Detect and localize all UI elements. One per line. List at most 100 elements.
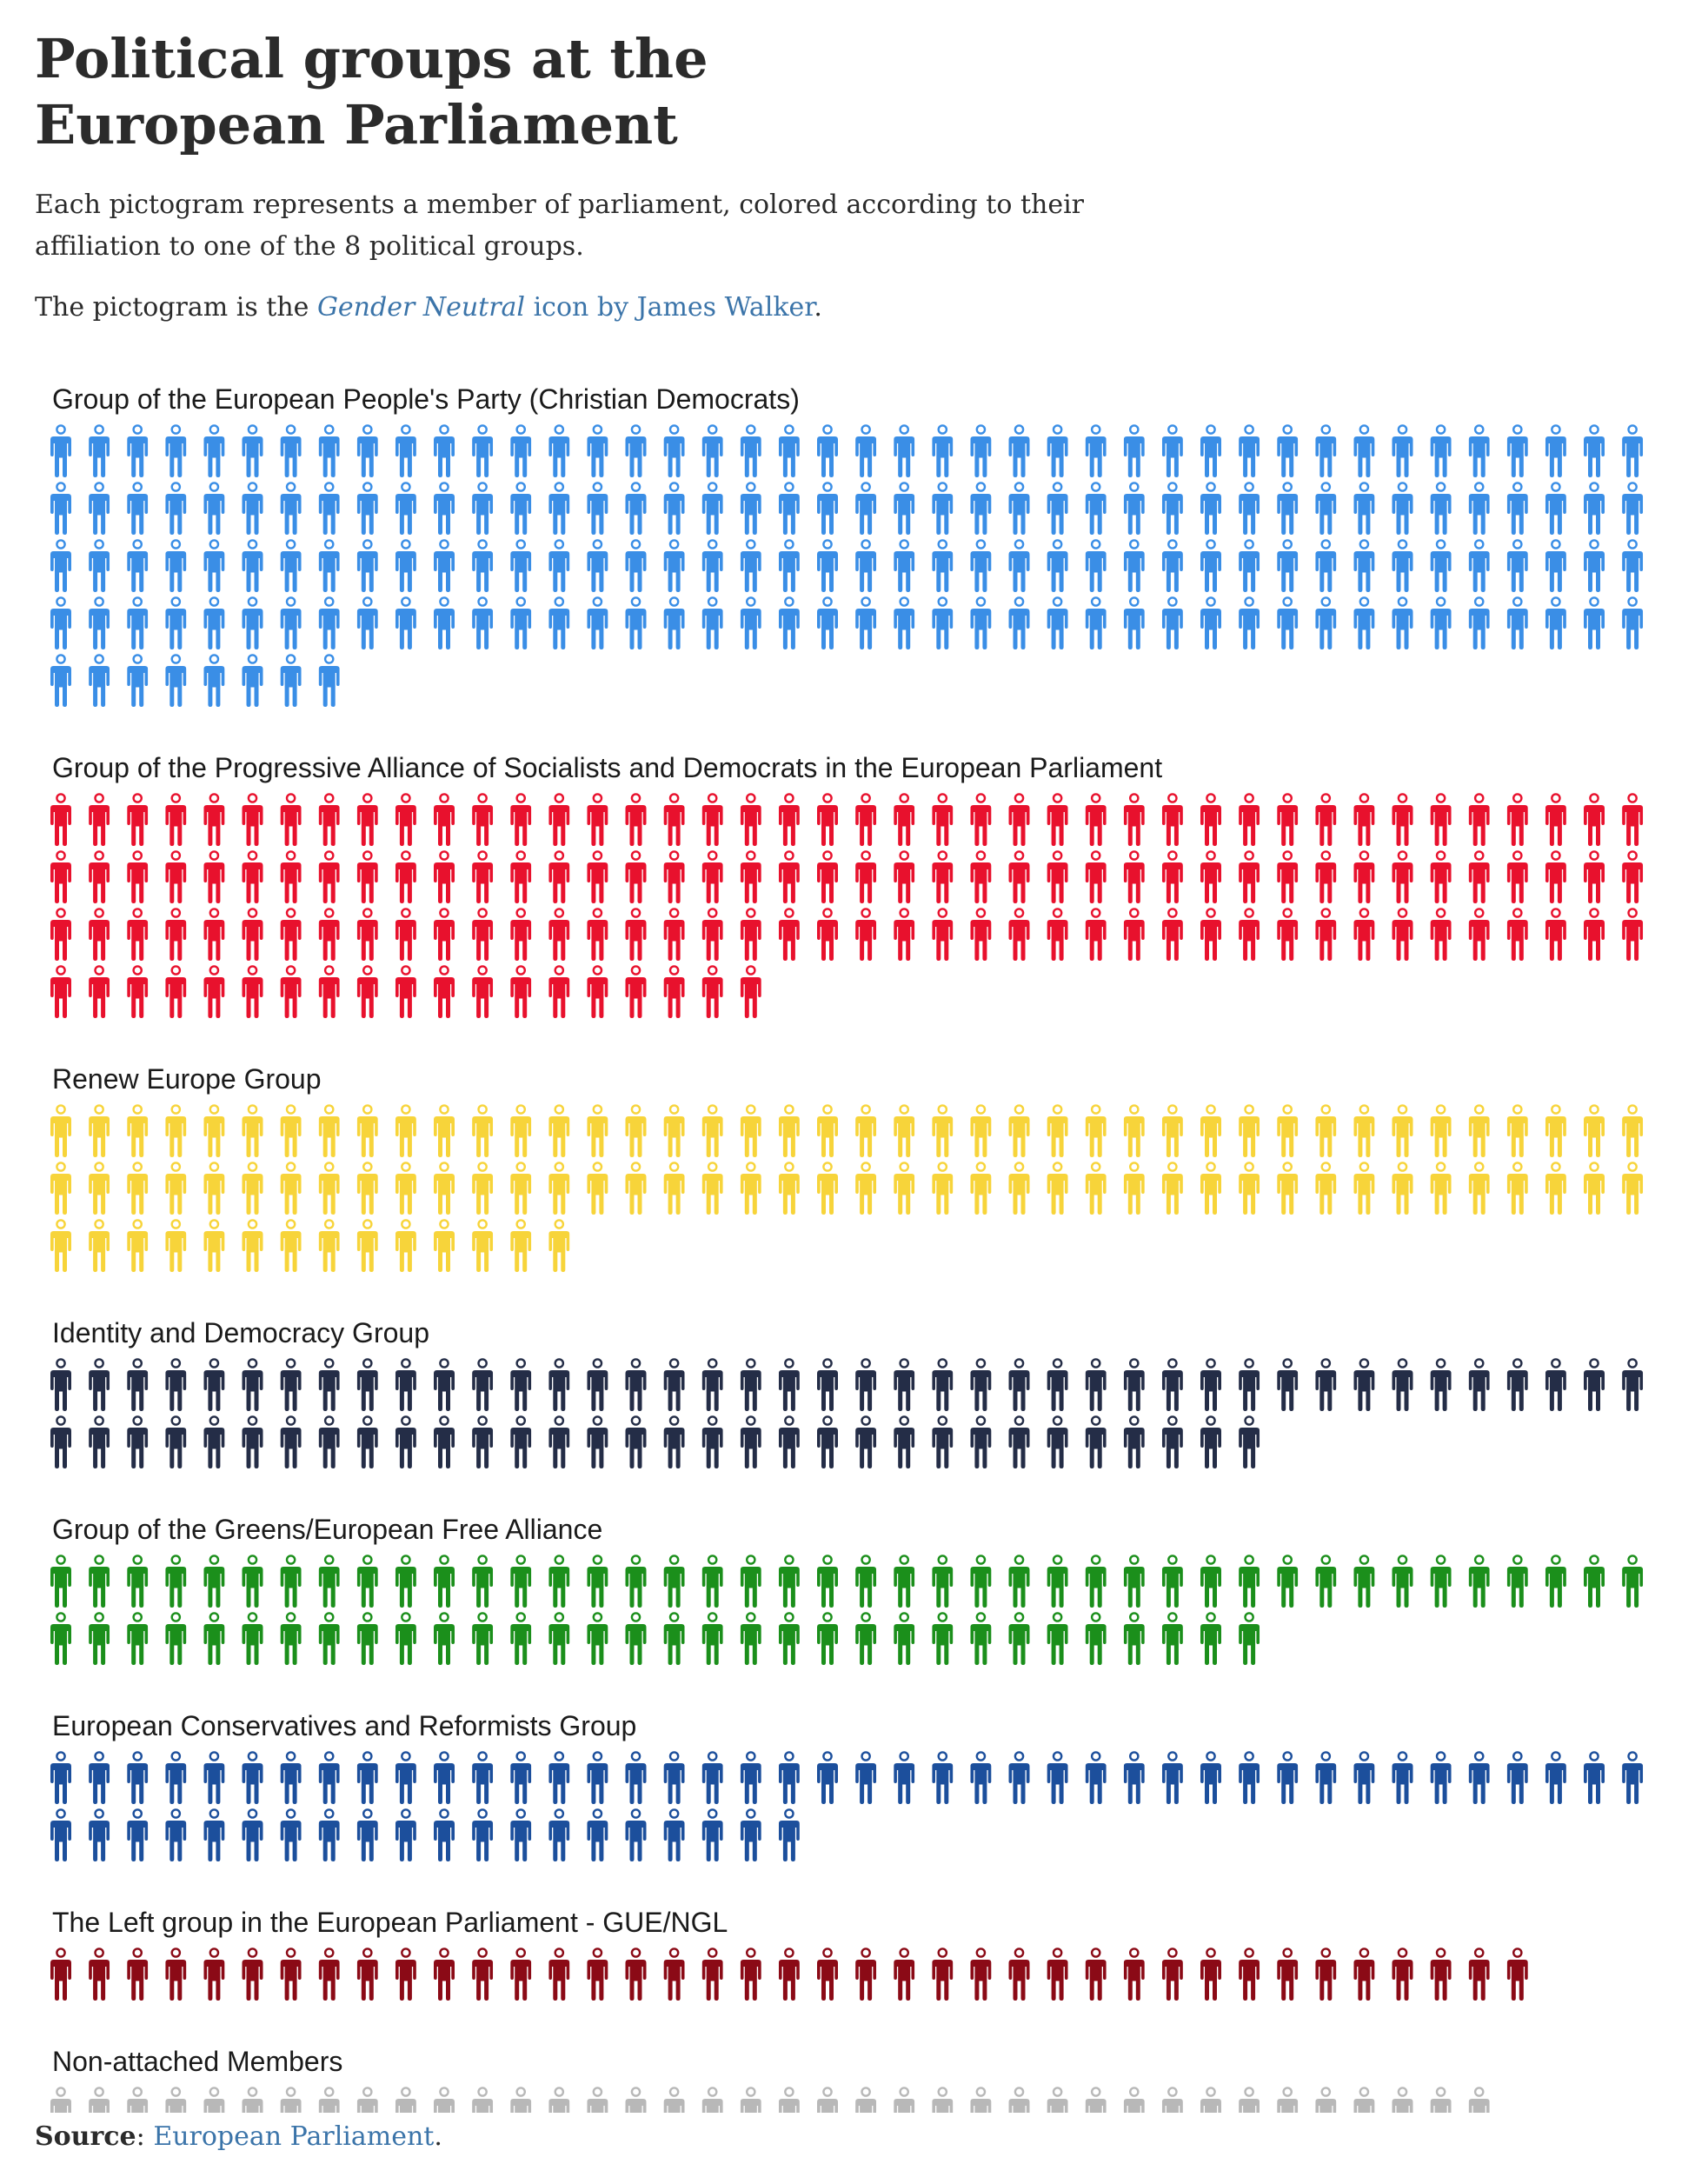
person-icon bbox=[1622, 482, 1644, 536]
person-icon bbox=[778, 850, 800, 904]
person-icon bbox=[1123, 482, 1145, 536]
person-icon bbox=[932, 539, 954, 593]
person-icon bbox=[280, 1219, 302, 1273]
person-icon bbox=[1430, 1948, 1452, 2001]
person-icon bbox=[1239, 1358, 1260, 1412]
person-icon bbox=[395, 850, 416, 904]
person-icon bbox=[395, 596, 416, 650]
person-icon bbox=[89, 965, 110, 1019]
person-icon bbox=[701, 850, 723, 904]
person-icon bbox=[165, 1751, 187, 1805]
icon-credit-link[interactable]: Gender Neutral icon by James Walker bbox=[317, 292, 814, 323]
person-icon bbox=[395, 1751, 416, 1805]
person-icon bbox=[1161, 482, 1183, 536]
person-icon bbox=[1200, 1415, 1221, 1469]
credit-suffix: . bbox=[814, 292, 822, 323]
person-icon bbox=[1622, 793, 1644, 847]
person-icon bbox=[625, 793, 647, 847]
person-icon bbox=[1468, 850, 1490, 904]
person-icon bbox=[740, 2087, 761, 2113]
person-icon bbox=[395, 482, 416, 536]
person-icon bbox=[1622, 1104, 1644, 1158]
person-icon bbox=[587, 1555, 608, 1608]
person-icon bbox=[1008, 596, 1030, 650]
person-icon bbox=[970, 1612, 992, 1666]
person-icon bbox=[1123, 1612, 1145, 1666]
person-icon bbox=[1239, 1948, 1260, 2001]
person-icon bbox=[1008, 1358, 1030, 1412]
person-icon bbox=[1277, 1162, 1299, 1215]
person-icon bbox=[1008, 1415, 1030, 1469]
person-icon bbox=[127, 482, 149, 536]
person-icon bbox=[625, 2087, 647, 2113]
person-icon bbox=[242, 539, 263, 593]
person-icon bbox=[1392, 2087, 1413, 2113]
person-icon bbox=[165, 424, 187, 478]
person-icon bbox=[510, 1808, 532, 1862]
person-icon bbox=[970, 850, 992, 904]
person-icon bbox=[625, 1555, 647, 1608]
person-icon bbox=[318, 1162, 340, 1215]
group-label: Group of the European People's Party (Ch… bbox=[52, 383, 800, 415]
person-icon bbox=[625, 424, 647, 478]
person-icon bbox=[1392, 1104, 1413, 1158]
person-icon bbox=[434, 424, 455, 478]
source-link[interactable]: European Parliament bbox=[153, 2121, 435, 2152]
person-icon bbox=[318, 1751, 340, 1805]
person-icon bbox=[1161, 850, 1183, 904]
person-icon bbox=[1200, 482, 1221, 536]
person-icon bbox=[1315, 482, 1337, 536]
person-icon bbox=[740, 1751, 761, 1805]
person-icon bbox=[1392, 1162, 1413, 1215]
page-description: Each pictogram represents a member of pa… bbox=[35, 190, 1085, 262]
person-icon bbox=[894, 539, 915, 593]
person-icon bbox=[50, 2087, 71, 2113]
person-icon bbox=[434, 793, 455, 847]
person-icon bbox=[395, 1162, 416, 1215]
person-icon bbox=[1123, 1162, 1145, 1215]
person-icon bbox=[1085, 1555, 1107, 1608]
person-icon bbox=[548, 1219, 570, 1273]
person-icon bbox=[855, 1415, 877, 1469]
person-icon bbox=[89, 1808, 110, 1862]
person-icon bbox=[932, 793, 954, 847]
person-icon bbox=[472, 596, 494, 650]
person-icon bbox=[1506, 1751, 1528, 1805]
group-5: European Conservatives and Reformists Gr… bbox=[50, 1710, 1644, 1862]
person-icon bbox=[1123, 1358, 1145, 1412]
person-icon bbox=[932, 908, 954, 962]
person-icon bbox=[318, 539, 340, 593]
person-icon bbox=[970, 1751, 992, 1805]
person-icon bbox=[434, 1358, 455, 1412]
person-icon bbox=[203, 850, 225, 904]
person-icon bbox=[663, 1612, 685, 1666]
person-icon bbox=[1545, 596, 1566, 650]
person-icon bbox=[203, 654, 225, 708]
person-icon bbox=[1506, 850, 1528, 904]
person-icon bbox=[1277, 1104, 1299, 1158]
person-icon bbox=[1506, 1358, 1528, 1412]
person-icon bbox=[625, 965, 647, 1019]
person-icon bbox=[548, 482, 570, 536]
person-icon bbox=[740, 1555, 761, 1608]
person-icon bbox=[242, 793, 263, 847]
person-icon bbox=[932, 596, 954, 650]
person-icon bbox=[203, 793, 225, 847]
person-icon bbox=[1085, 1751, 1107, 1805]
person-icon bbox=[663, 539, 685, 593]
person-icon bbox=[855, 1751, 877, 1805]
person-icon bbox=[932, 1948, 954, 2001]
person-icon bbox=[1430, 908, 1452, 962]
person-icon bbox=[894, 1358, 915, 1412]
person-icon bbox=[1047, 1948, 1068, 2001]
person-icon bbox=[1545, 1555, 1566, 1608]
person-icon bbox=[50, 793, 71, 847]
person-icon bbox=[510, 1555, 532, 1608]
person-icon bbox=[127, 1104, 149, 1158]
person-icon bbox=[1200, 1358, 1221, 1412]
person-icon bbox=[778, 1555, 800, 1608]
person-icon bbox=[1239, 1415, 1260, 1469]
person-icon bbox=[318, 965, 340, 1019]
person-icon bbox=[318, 596, 340, 650]
person-icon bbox=[701, 539, 723, 593]
